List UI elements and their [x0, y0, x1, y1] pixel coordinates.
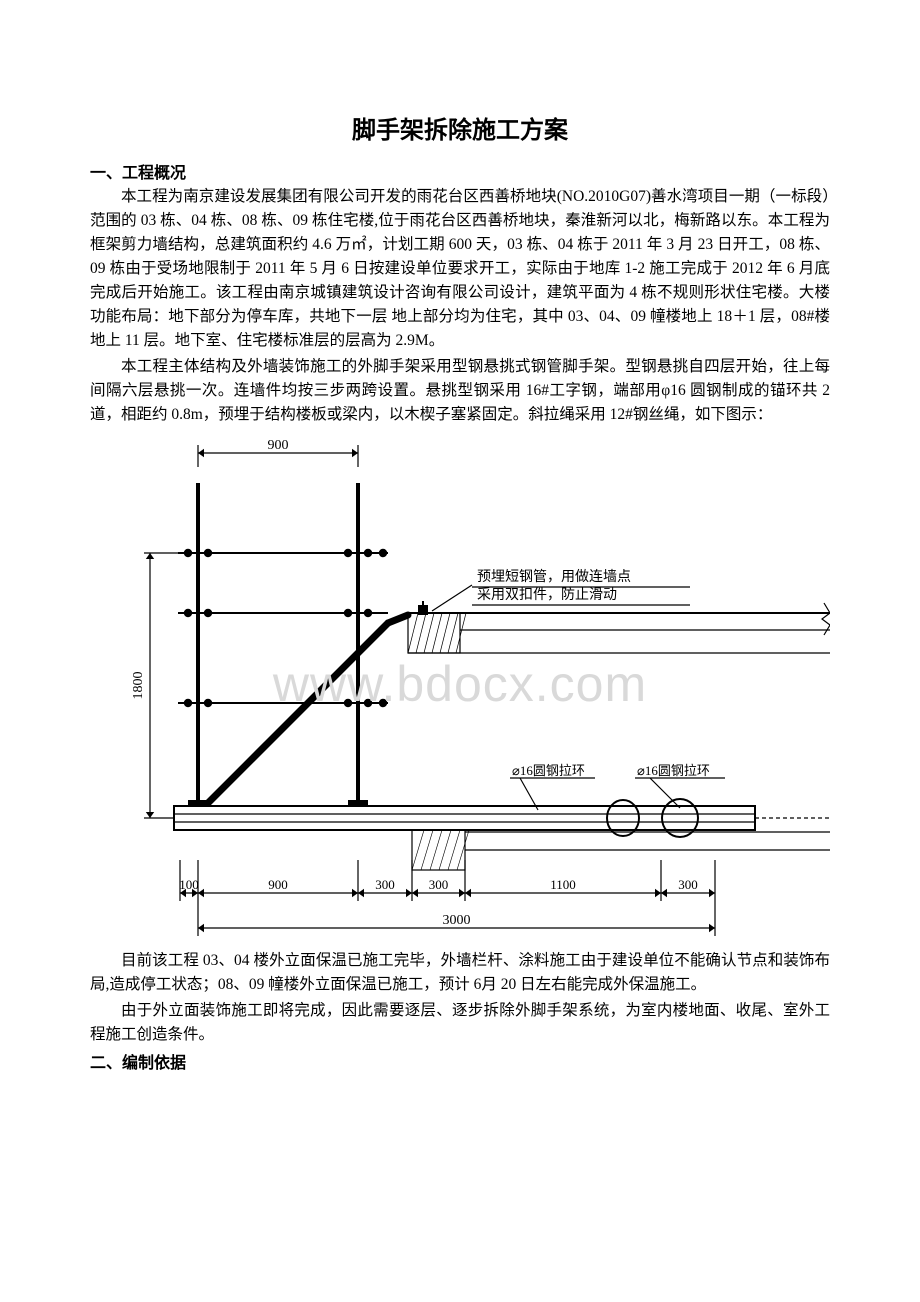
- scaffold-diagram: 900 预埋短钢管，用做连墙点采用双扣件，防止滑动 ⌀16圆钢拉环 ⌀16圆钢拉环 18…: [90, 433, 830, 943]
- svg-text:预埋短钢管，用做连墙点: 预埋短钢管，用做连墙点: [477, 569, 631, 585]
- svg-text:1800: 1800: [131, 672, 146, 700]
- section1-para4: 由于外立面装饰施工即将完成，因此需要逐层、逐步拆除外脚手架系统，为室内楼地面、收…: [90, 999, 830, 1047]
- svg-text:⌀16圆钢拉环: ⌀16圆钢拉环: [512, 763, 585, 778]
- svg-text:300: 300: [678, 877, 698, 892]
- svg-text:⌀16圆钢拉环: ⌀16圆钢拉环: [637, 763, 710, 778]
- svg-text:900: 900: [268, 877, 288, 892]
- diagram-container: 900 预埋短钢管，用做连墙点采用双扣件，防止滑动 ⌀16圆钢拉环 ⌀16圆钢拉环 18…: [90, 433, 830, 943]
- section1-para2: 本工程主体结构及外墙装饰施工的外脚手架采用型钢悬挑式钢管脚手架。型钢悬挑自四层开…: [90, 355, 830, 427]
- svg-text:900: 900: [268, 438, 289, 453]
- svg-text:1100: 1100: [550, 877, 576, 892]
- section1-para3: 目前该工程 03、04 楼外立面保温已施工完毕，外墙栏杆、涂料施工由于建设单位不…: [90, 949, 830, 997]
- svg-text:3000: 3000: [443, 913, 471, 928]
- svg-text:采用双扣件，防止滑动: 采用双扣件，防止滑动: [477, 586, 617, 603]
- section1-heading: 一、工程概况: [90, 159, 830, 183]
- svg-text:300: 300: [429, 877, 449, 892]
- doc-title: 脚手架拆除施工方案: [90, 110, 830, 145]
- svg-text:300: 300: [375, 877, 395, 892]
- section1-para1: 本工程为南京建设发展集团有限公司开发的雨花台区西善桥地块(NO.2010G07)…: [90, 185, 830, 353]
- section2-heading: 二、编制依据: [90, 1049, 830, 1073]
- svg-text:100: 100: [179, 877, 199, 892]
